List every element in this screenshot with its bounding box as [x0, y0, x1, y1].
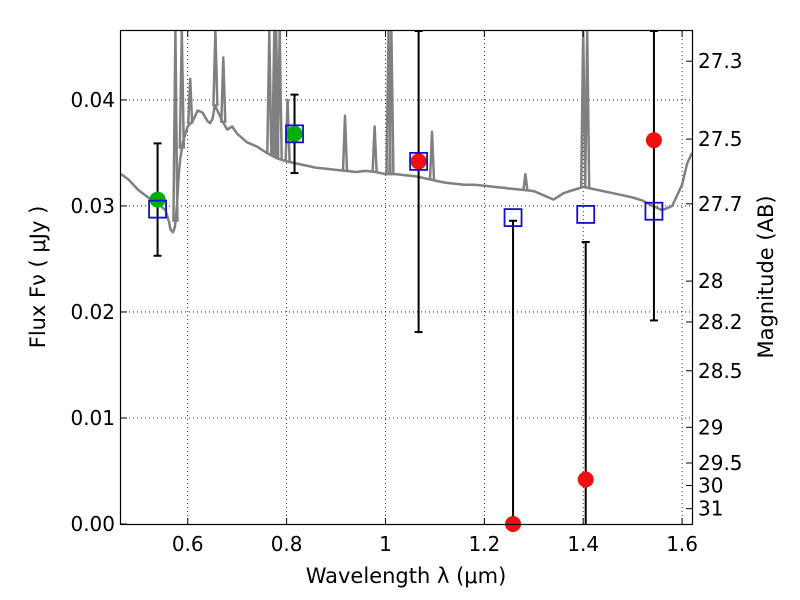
- data-point-1-0: [410, 153, 427, 170]
- x-tick-label-0: 0.6: [172, 532, 204, 556]
- model-square-0: [148, 199, 167, 219]
- x-tick-label-4: 1.4: [567, 532, 599, 556]
- mag-tick-label-1: 27.5: [698, 127, 743, 151]
- data-point-1-2: [577, 471, 594, 488]
- x-tick-label-5: 1.6: [666, 532, 698, 556]
- x-tick-label-2: 1: [379, 532, 392, 556]
- spectrum-emission-line-4: [220, 56, 227, 123]
- y-axis-label: Flux Fν ( μJy ): [26, 206, 50, 349]
- mag-tick-label-0: 27.3: [698, 49, 743, 73]
- right-axis-label: Magnitude (AB): [754, 195, 778, 358]
- x-axis-label: Wavelength λ (μm): [306, 564, 507, 588]
- spectrum-emission-line-14: [428, 130, 436, 180]
- y-tick-label-3: 0.03: [70, 194, 115, 218]
- spectrum-continuum: [120, 103, 694, 234]
- mag-tick-label-9: 31: [698, 497, 723, 521]
- x-tick-label-1: 0.8: [271, 532, 303, 556]
- mag-tick-label-2: 27.7: [698, 192, 743, 216]
- mag-tick-label-8: 30: [698, 474, 723, 498]
- model-square-2: [409, 152, 429, 171]
- y-tick-label-0: 0.00: [70, 512, 115, 536]
- mag-tick-label-3: 28: [698, 269, 723, 293]
- data-point-1-3: [645, 132, 662, 149]
- model-square-1: [285, 124, 304, 144]
- y-tick-label-2: 0.02: [70, 300, 115, 324]
- data-markers: [148, 124, 664, 532]
- mag-tick-label-7: 29.5: [698, 451, 743, 475]
- model-square-5: [644, 201, 664, 221]
- data-point-0-1: [286, 125, 303, 142]
- mag-tick-label-6: 29: [698, 415, 723, 439]
- spectrum-emission-line-15: [522, 172, 529, 191]
- spectrum-emission-line-2: [186, 77, 194, 124]
- ticks: [121, 31, 692, 525]
- y-tick-label-4: 0.04: [70, 88, 115, 112]
- spectrum-emission-line-11: [371, 125, 378, 172]
- mag-tick-label-4: 28.2: [698, 310, 743, 334]
- y-tick-label-1: 0.01: [70, 406, 115, 430]
- model-square-3: [503, 208, 523, 227]
- tick-labels: 0.6 0.8 1 1.2 1.4 1.6 0.00 0.01 0.02 0.03 0.04 27.3…: [70, 49, 742, 556]
- mag-tick-label-5: 28.5: [698, 359, 743, 383]
- x-tick-label-3: 1.2: [468, 532, 500, 556]
- plot-frame: [119, 29, 694, 526]
- spectrum-emission-line-10: [341, 114, 349, 171]
- model-square-4: [576, 205, 596, 224]
- data-point-0-0: [149, 191, 166, 208]
